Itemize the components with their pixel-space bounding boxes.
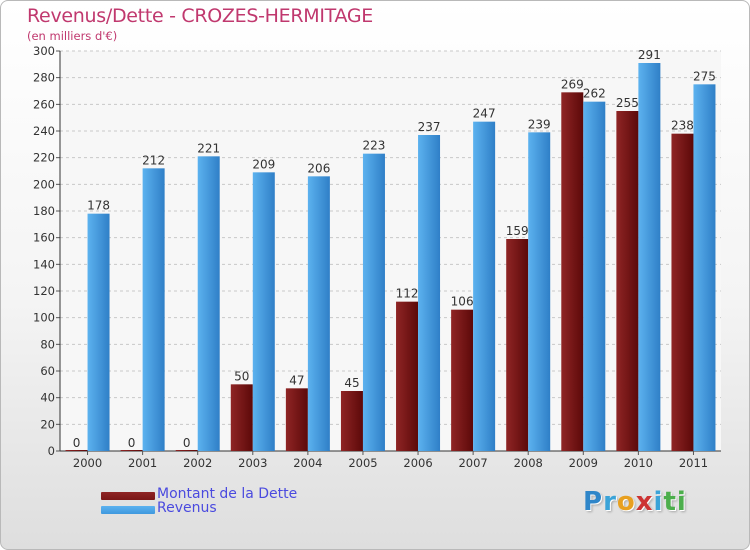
data-label-dette: 47 [289,373,304,387]
data-label-dette: 0 [73,436,81,450]
bar-revenus [362,153,385,451]
bar-dette [230,384,253,451]
y-tick-label: 280 [33,71,55,85]
y-tick-label: 180 [33,204,55,218]
y-tick-label: 40 [40,391,55,405]
y-tick-label: 80 [40,337,55,351]
data-label-revenus: 237 [418,120,441,134]
y-tick-label: 160 [33,231,55,245]
data-label-dette: 255 [616,96,639,110]
y-tick-label: 260 [33,97,55,111]
y-tick-label: 200 [33,177,55,191]
data-label-dette: 159 [506,224,529,238]
chart-title: Revenus/Dette - CROZES-HERMITAGE [27,5,373,27]
bar-dette [506,239,529,451]
data-label-revenus: 291 [638,48,661,62]
plot-area [60,51,721,451]
data-label-revenus: 206 [307,161,330,175]
x-tick-label: 2007 [458,456,487,470]
bar-revenus [638,63,661,451]
y-tick-label: 240 [33,124,55,138]
data-label-revenus: 221 [197,141,220,155]
data-label-revenus: 223 [363,139,386,153]
y-tick-label: 300 [33,44,55,58]
x-tick-label: 2008 [514,456,543,470]
data-label-revenus: 275 [693,69,716,83]
y-tick-label: 20 [40,417,55,431]
bar-revenus [142,168,165,452]
x-tick-label: 2003 [238,456,267,470]
bar-revenus [87,213,110,451]
data-label-dette: 0 [183,436,191,450]
y-tick-label: 60 [40,364,55,378]
data-label-revenus: 262 [583,87,606,101]
bar-revenus [197,156,220,452]
bar-revenus [583,101,606,452]
x-tick-label: 2002 [183,456,212,470]
y-tick-label: 0 [48,444,55,458]
data-label-revenus: 239 [528,117,551,131]
y-tick-label: 140 [33,257,55,271]
bar-revenus [252,172,275,452]
y-tick-label: 120 [33,284,55,298]
data-label-dette: 50 [234,369,249,383]
x-tick-label: 2010 [624,456,653,470]
data-label-dette: 238 [671,119,694,133]
chart-subtitle: (en milliers d'€) [27,29,118,43]
bar-dette [285,388,308,451]
x-tick-label: 2000 [73,456,102,470]
bar-revenus [307,176,330,452]
data-label-dette: 0 [128,436,136,450]
bar-revenus [418,135,441,451]
legend-label-revenus: Revenus [157,500,217,516]
bar-dette [340,391,363,451]
x-tick-label: 2009 [569,456,598,470]
data-label-dette: 269 [561,77,584,91]
legend-label-dette: Montant de la Dette [157,486,298,502]
bar-dette [65,450,88,451]
legend-swatch-dette [101,492,155,500]
x-tick-label: 2005 [348,456,377,470]
bar-dette [396,301,419,451]
x-tick-label: 2011 [679,456,708,470]
data-label-dette: 45 [344,376,359,390]
y-tick-label: 100 [33,311,55,325]
x-tick-label: 2001 [128,456,157,470]
data-label-revenus: 209 [252,157,275,171]
bar-dette [561,92,584,451]
proxiti-logo: Proxiti [583,487,687,517]
bar-dette [616,111,639,451]
data-label-revenus: 212 [142,153,165,167]
bar-dette [671,133,694,451]
bar-dette [451,309,474,451]
bar-dette [175,450,198,451]
data-label-revenus: 178 [87,199,110,213]
data-label-dette: 106 [451,295,474,309]
x-tick-label: 2006 [403,456,432,470]
bar-dette [120,450,143,451]
data-label-revenus: 247 [473,107,496,121]
y-tick-label: 220 [33,151,55,165]
bar-revenus [693,84,716,451]
legend-swatch-revenus [101,506,155,514]
bar-revenus [473,121,496,452]
bar-revenus [528,132,551,452]
data-label-dette: 112 [396,287,419,301]
x-tick-label: 2004 [293,456,322,470]
